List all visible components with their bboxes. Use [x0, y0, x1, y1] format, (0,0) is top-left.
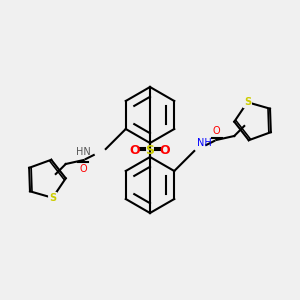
- Text: S: S: [146, 143, 154, 157]
- Text: O: O: [160, 143, 170, 157]
- Text: NH: NH: [197, 138, 212, 148]
- Text: HN: HN: [76, 147, 91, 157]
- Text: S: S: [49, 193, 56, 203]
- Text: O: O: [80, 164, 88, 174]
- Text: S: S: [244, 97, 251, 107]
- Text: O: O: [130, 143, 140, 157]
- Text: O: O: [212, 126, 220, 136]
